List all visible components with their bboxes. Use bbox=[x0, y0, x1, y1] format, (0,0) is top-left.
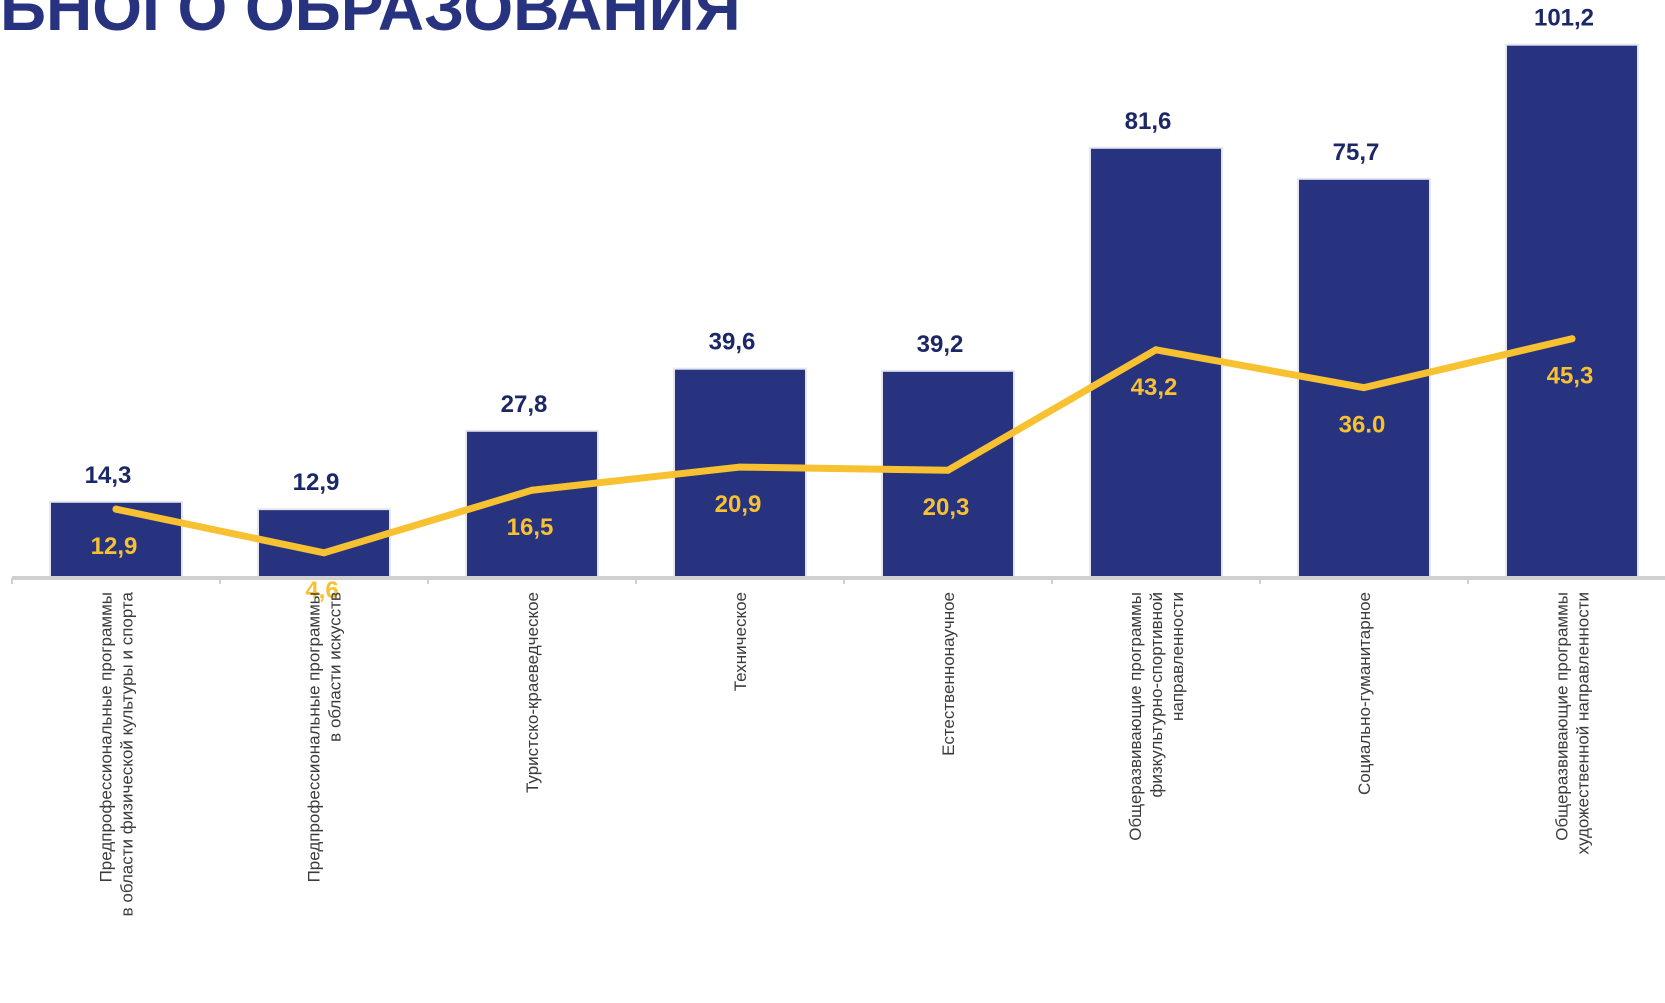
bar-value-label: 27,8 bbox=[501, 391, 548, 418]
line-value-label: 12,9 bbox=[91, 533, 138, 560]
bar-value-label: 81,6 bbox=[1125, 108, 1172, 135]
category-tick-label: Предпрофессиональные программы в области … bbox=[97, 591, 137, 916]
page-title: ЬНОГО ОБРАЗОВАНИЯ bbox=[0, 0, 741, 44]
category-tick-label: Техническое bbox=[731, 592, 750, 691]
line-value-label: 20,9 bbox=[715, 491, 762, 518]
bar-series bbox=[49, 43, 1639, 579]
line-point bbox=[320, 549, 328, 557]
bar-value-label: 12,9 bbox=[293, 469, 340, 496]
bar bbox=[49, 500, 183, 579]
line-point bbox=[736, 463, 744, 471]
line-point bbox=[1360, 384, 1368, 392]
x-axis bbox=[11, 576, 1665, 584]
line-value-label: 16,5 bbox=[507, 514, 554, 541]
bar-value-label: 75,7 bbox=[1333, 139, 1380, 166]
line-value-label: 4,6 bbox=[305, 577, 338, 604]
category-tick-labels: Предпрофессиональные программы в области … bbox=[97, 591, 1593, 916]
category-tick-label: Предпрофессиональные программы в области … bbox=[305, 592, 345, 882]
bar bbox=[1089, 146, 1223, 578]
category-tick-label: Общеразвивающие программы художественной … bbox=[1553, 592, 1593, 854]
category-tick-label: Общеразвивающие программы физкультурно-сп… bbox=[1126, 592, 1187, 841]
category-tick-label: Социально-гуманитарное bbox=[1355, 592, 1374, 795]
line-point bbox=[1568, 335, 1576, 343]
line-value-label: 20,3 bbox=[923, 494, 970, 521]
line-point bbox=[528, 486, 536, 494]
line-value-label: 43,2 bbox=[1131, 374, 1178, 401]
bar-value-label: 101,2 bbox=[1534, 5, 1594, 32]
line-series-path bbox=[112, 335, 1576, 557]
category-tick-label: Туристско-краеведческое bbox=[523, 592, 542, 793]
line-value-labels: 12,9 4,6 16,5 20,9 20,3 43,2 36.0 45,3 bbox=[91, 363, 1594, 604]
line-point bbox=[1152, 346, 1160, 354]
bar bbox=[881, 369, 1015, 579]
line-value-label: 45,3 bbox=[1547, 363, 1594, 390]
line-value-label: 36.0 bbox=[1339, 412, 1386, 439]
line-point bbox=[112, 505, 120, 513]
bar bbox=[1505, 43, 1639, 579]
bar-value-label: 39,2 bbox=[917, 331, 964, 358]
bar-value-label: 39,6 bbox=[709, 329, 756, 356]
bar-value-label: 14,3 bbox=[85, 462, 132, 489]
line-series bbox=[112, 335, 1576, 557]
line-point bbox=[944, 466, 952, 474]
bar-value-labels: 14,3 12,9 27,8 39,6 39,2 81,6 75,7 101,2 bbox=[85, 5, 1594, 496]
category-tick-label: Естественнонаучное bbox=[939, 592, 958, 756]
